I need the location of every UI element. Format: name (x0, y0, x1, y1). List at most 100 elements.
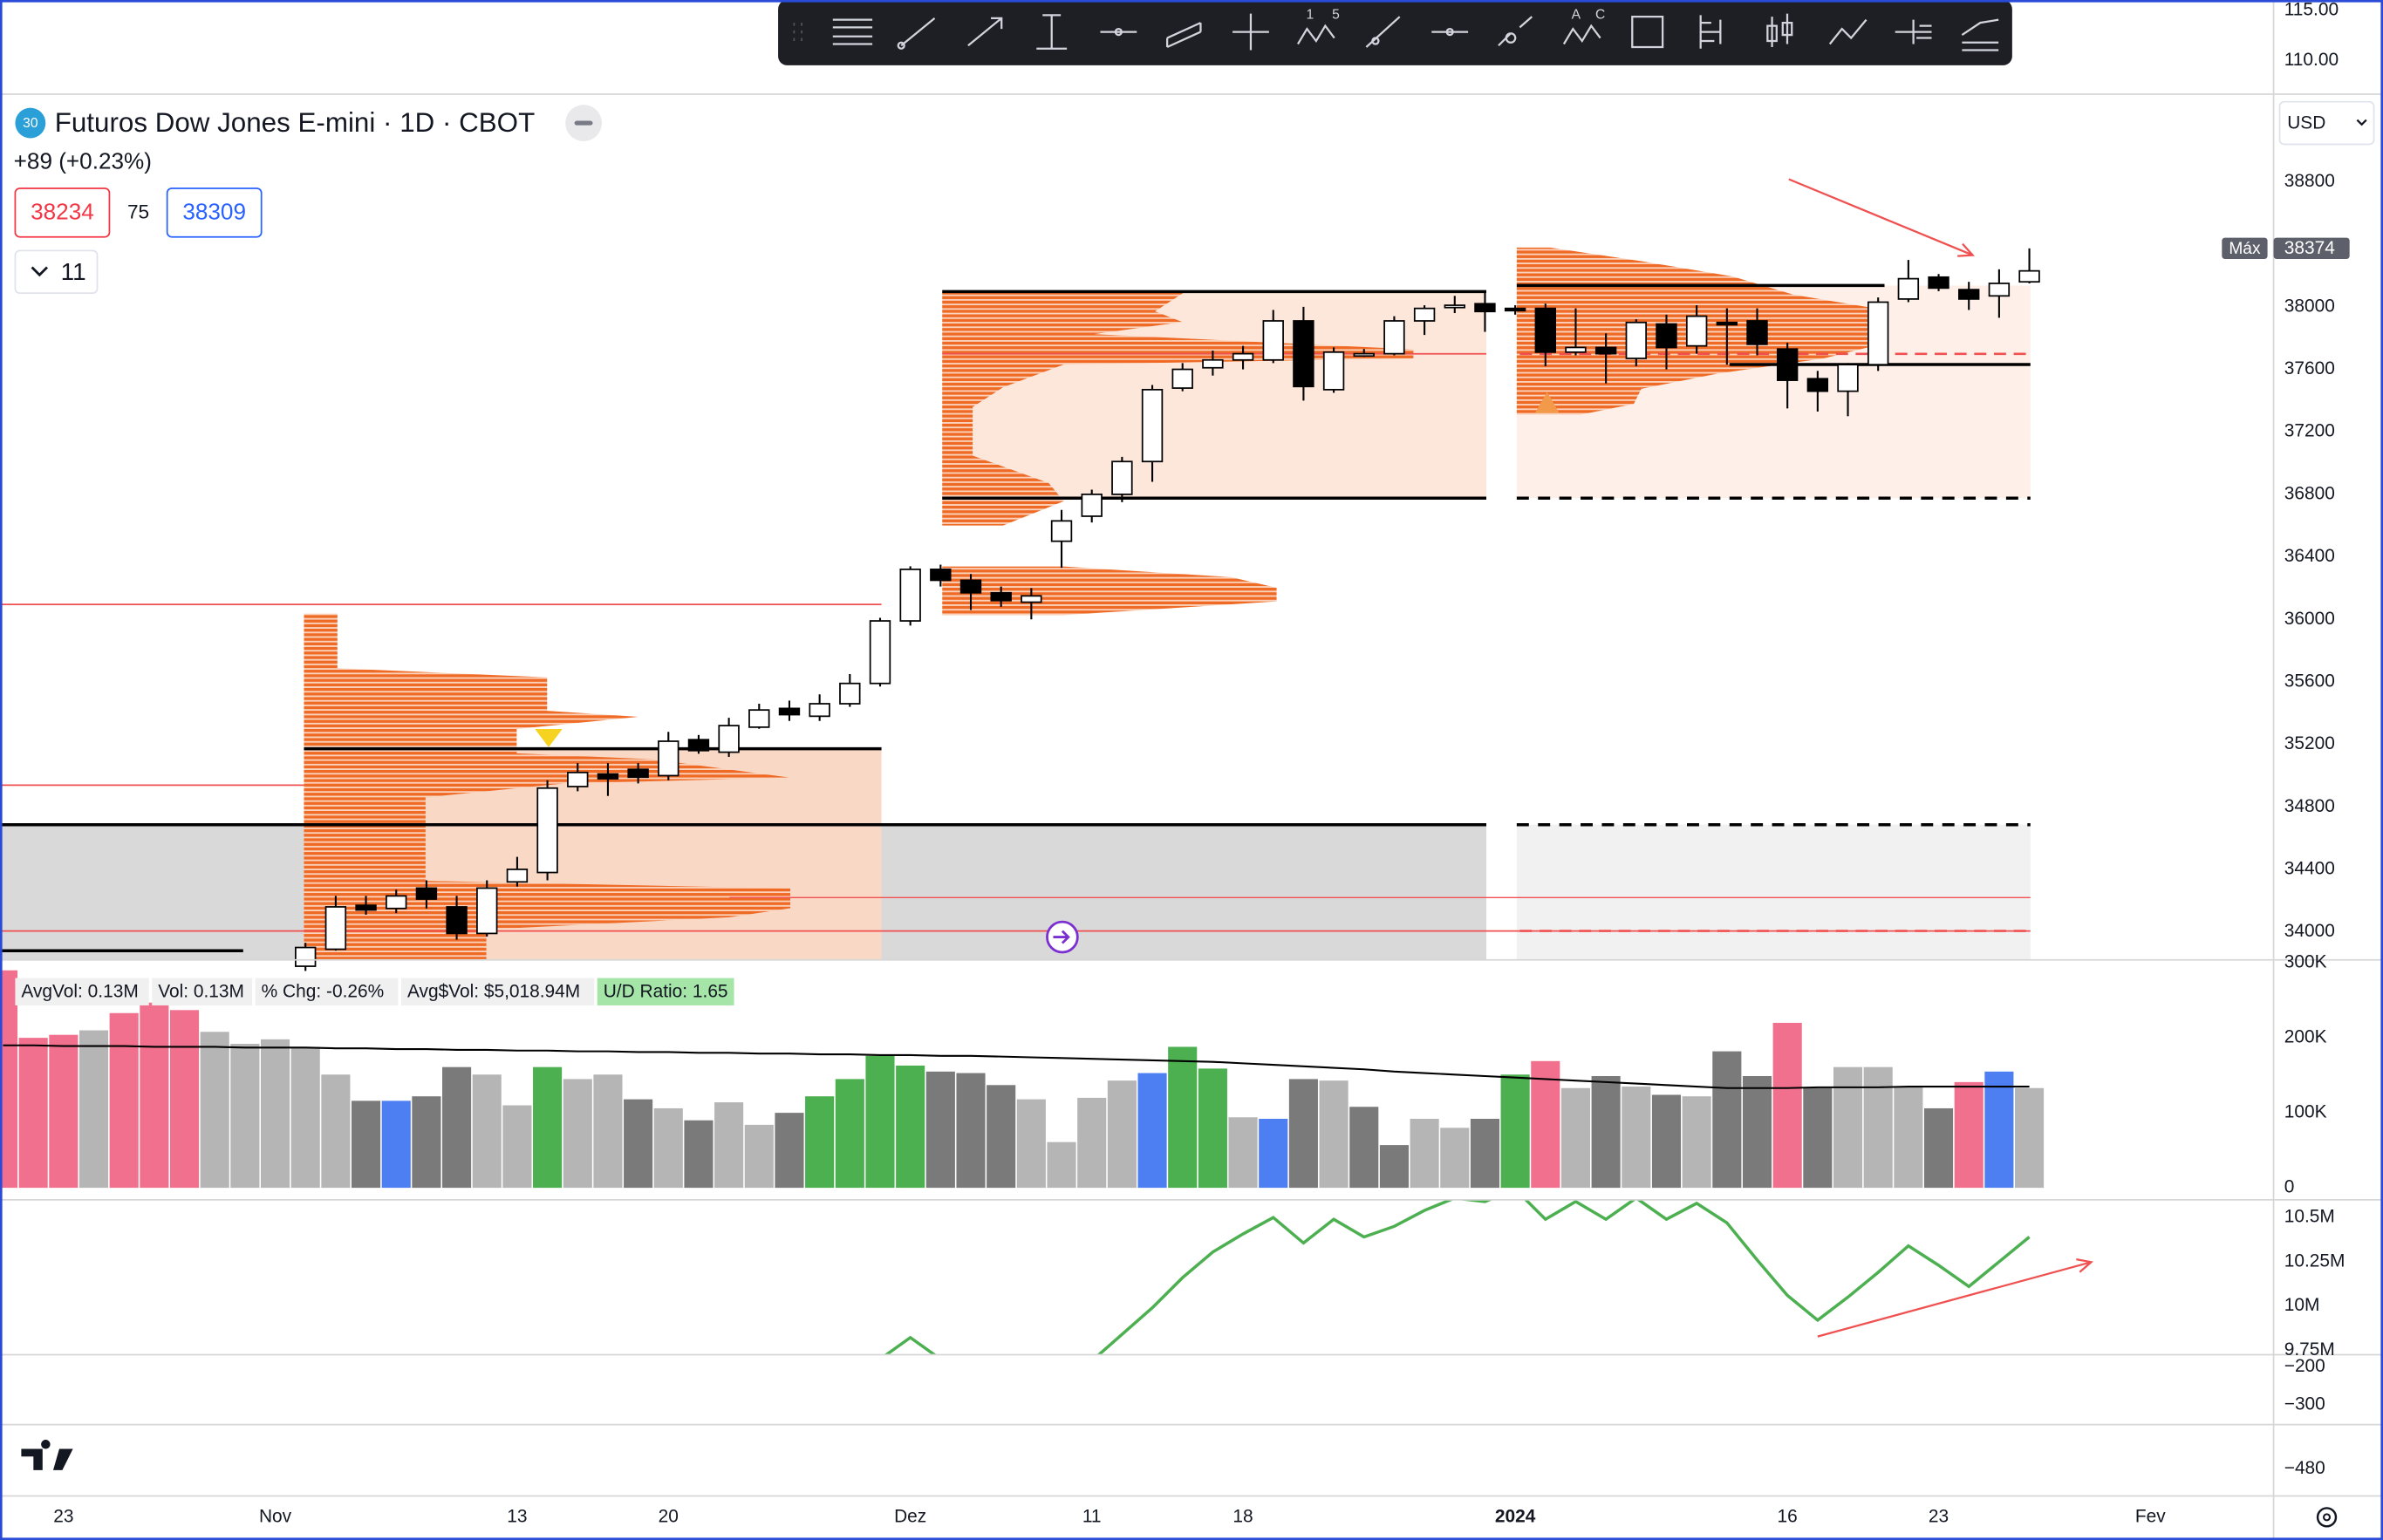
volume-bar (805, 1096, 835, 1189)
volume-bar (79, 1030, 109, 1189)
volume-bar (1923, 1107, 1954, 1189)
y-tick-label: 300K (2284, 952, 2327, 972)
volume-bar (169, 1010, 200, 1189)
y-tick-label: 36800 (2284, 483, 2335, 503)
candle-body (658, 740, 679, 777)
x-tick-label: 23 (1929, 1506, 1949, 1526)
volume-bar (624, 1099, 653, 1189)
toolbar-tool[interactable] (1699, 15, 1722, 49)
y-tick-label: 37600 (2284, 358, 2335, 378)
toolbar-tool[interactable] (1498, 16, 1533, 47)
toolbar-tool[interactable] (1165, 22, 1202, 49)
drawings (0, 247, 2031, 960)
volume-bar (533, 1066, 563, 1189)
volume-bar (653, 1107, 683, 1189)
chevron-icon (31, 266, 48, 277)
y-tick-label: 34800 (2284, 796, 2335, 816)
y-tick-label: 38000 (2284, 296, 2335, 316)
trend-arrow-head (2076, 1257, 2093, 1273)
currency-select[interactable] (2278, 100, 2375, 146)
volume-bar (684, 1120, 714, 1189)
ask-price: 38309 (182, 199, 246, 225)
y-tick-label: −480 (2284, 1458, 2325, 1478)
volume-legend-box (597, 978, 734, 1005)
toolbar-tool[interactable] (1828, 18, 1867, 45)
volume-profile (942, 566, 1277, 616)
volume-bar (352, 1100, 381, 1189)
volume-bar (1410, 1119, 1439, 1189)
toolbar-tool[interactable] (1296, 24, 1335, 45)
volume-bar (1622, 1087, 1651, 1189)
toolbar-tool[interactable] (1766, 13, 1793, 47)
candle-body (1716, 321, 1738, 326)
toolbar-tool[interactable] (1895, 19, 1932, 44)
toolbar-tool[interactable] (1232, 13, 1269, 51)
settings-icon-core (2323, 1513, 2332, 1522)
candle-body (748, 709, 770, 728)
chevron-icon (2356, 119, 2367, 126)
volume-bar (412, 1096, 441, 1189)
toolbar-tool[interactable] (1100, 27, 1137, 37)
toolbar-tool[interactable] (1961, 18, 1999, 51)
symbol-title: Futuros Dow Jones E-mini · 1D · CBOT (55, 107, 536, 138)
y-tick-label: 100K (2284, 1102, 2327, 1122)
toolbar-tool[interactable] (832, 18, 873, 45)
ask-box[interactable] (166, 187, 263, 238)
candle-body (899, 569, 921, 622)
candle-body (597, 773, 619, 780)
toolbar-tool[interactable] (897, 17, 936, 50)
volume-legend-item: AvgVol: 0.13M (21, 982, 138, 1002)
candle-body (1413, 307, 1436, 322)
volume-bar (1591, 1075, 1621, 1189)
volume-bar (109, 1012, 139, 1189)
volume-bar (260, 1039, 290, 1189)
toolbar-tool[interactable] (1431, 27, 1469, 37)
volume-bar (49, 1034, 79, 1189)
indicators-toggle[interactable] (14, 249, 99, 295)
volume-bar (896, 1065, 925, 1189)
volume-bar (1440, 1128, 1470, 1189)
volume-bar (290, 1046, 320, 1189)
candle-body (778, 707, 801, 716)
candle-body (930, 569, 952, 582)
toolbar-tool[interactable] (1036, 14, 1068, 50)
y-tick-label: −300 (2284, 1393, 2325, 1414)
volume-bar (1894, 1087, 1923, 1189)
symbol-badge-text: 30 (23, 116, 38, 131)
candle-body (1746, 320, 1768, 345)
candle-body (718, 725, 740, 753)
candle-body (1322, 351, 1345, 391)
y-tick-label: 110.00 (2284, 50, 2339, 70)
candle-body (1504, 307, 1526, 312)
candle-body (1021, 595, 1042, 603)
y-tick-label: −200 (2284, 1356, 2325, 1376)
volume-bar (1712, 1051, 1742, 1189)
volume-bar (1651, 1094, 1682, 1189)
indicator-count: 11 (61, 258, 86, 285)
toolbar-tool[interactable] (1631, 16, 1664, 49)
toolbar-tool[interactable] (967, 17, 1003, 47)
candle-body (295, 946, 317, 967)
bid-box[interactable] (14, 187, 111, 238)
candle-body (1232, 352, 1254, 361)
volume-bar (1047, 1141, 1076, 1189)
candle-body (1594, 346, 1617, 355)
candle-body (1776, 348, 1799, 381)
candle-body (1383, 320, 1405, 355)
toolbar-tool[interactable] (1365, 16, 1401, 48)
x-tick-label: 11 (1082, 1506, 1102, 1526)
price-change: +89 (+0.23%) (14, 147, 152, 174)
volume-bar (714, 1102, 744, 1189)
candle-body (476, 887, 498, 935)
trend-arrow (1788, 178, 1973, 256)
volume-legend-item: Avg$Vol: $5,018.94M (407, 982, 580, 1002)
candle-body (1202, 358, 1224, 369)
toolbar-tool[interactable] (1562, 24, 1601, 45)
y-tick-label: 38800 (2284, 171, 2335, 191)
candle-body (355, 904, 377, 911)
volume-bar (0, 970, 18, 1189)
x-tick-label: Fev (2135, 1506, 2166, 1526)
settings-icon[interactable] (2316, 1507, 2338, 1528)
series (0, 248, 2045, 1355)
